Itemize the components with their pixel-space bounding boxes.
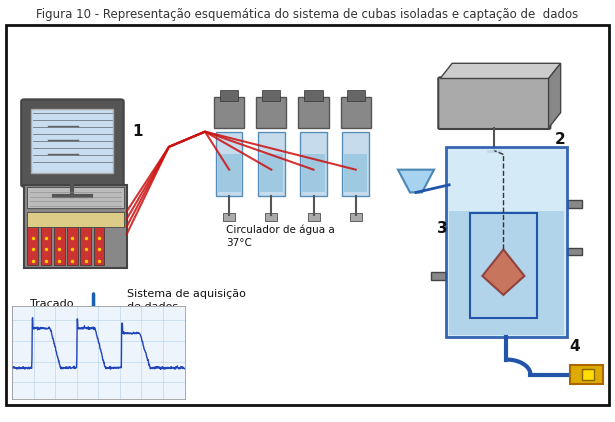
Text: 1: 1 <box>133 124 143 139</box>
Bar <box>54 227 65 265</box>
Bar <box>431 272 446 280</box>
Bar <box>470 213 536 318</box>
Bar <box>350 213 362 221</box>
Bar <box>27 187 124 208</box>
Bar <box>343 132 369 196</box>
Text: 2: 2 <box>555 132 565 147</box>
Bar <box>258 132 285 196</box>
Bar <box>304 90 322 101</box>
Bar <box>220 90 238 101</box>
FancyBboxPatch shape <box>21 100 124 187</box>
Bar <box>566 247 582 255</box>
Text: Circulador de água a
37°C: Circulador de água a 37°C <box>226 225 335 249</box>
Bar <box>256 97 287 128</box>
Bar <box>218 154 240 192</box>
Bar <box>582 369 594 381</box>
Bar <box>27 211 124 227</box>
Bar <box>216 132 242 196</box>
Bar <box>449 211 564 335</box>
Bar <box>67 227 78 265</box>
Text: Figura 10 - Representação esquemática do sistema de cubas isoladas e captação de: Figura 10 - Representação esquemática do… <box>36 8 579 21</box>
Bar <box>81 227 91 265</box>
Text: Traçado: Traçado <box>30 299 74 309</box>
FancyBboxPatch shape <box>438 77 550 129</box>
Bar <box>214 97 244 128</box>
Bar <box>265 213 277 221</box>
Bar <box>260 154 283 192</box>
Bar <box>223 213 235 221</box>
Bar <box>347 90 365 101</box>
Bar <box>344 154 367 192</box>
Text: Sistema de aquisição
de dados: Sistema de aquisição de dados <box>127 289 245 312</box>
Bar <box>446 147 566 337</box>
Text: 4: 4 <box>569 339 581 354</box>
Bar <box>566 200 582 208</box>
Text: 3: 3 <box>437 221 448 236</box>
Bar <box>298 97 328 128</box>
Bar <box>27 227 38 265</box>
Polygon shape <box>440 63 561 78</box>
Bar <box>31 109 113 173</box>
Bar <box>341 97 371 128</box>
Bar <box>41 227 52 265</box>
Polygon shape <box>398 170 434 192</box>
Polygon shape <box>549 63 561 128</box>
Polygon shape <box>482 249 525 295</box>
Bar <box>308 213 320 221</box>
Bar <box>93 227 105 265</box>
Bar <box>263 90 280 101</box>
Bar <box>24 185 127 268</box>
Bar <box>300 132 327 196</box>
Bar <box>569 365 603 384</box>
Bar <box>302 154 325 192</box>
